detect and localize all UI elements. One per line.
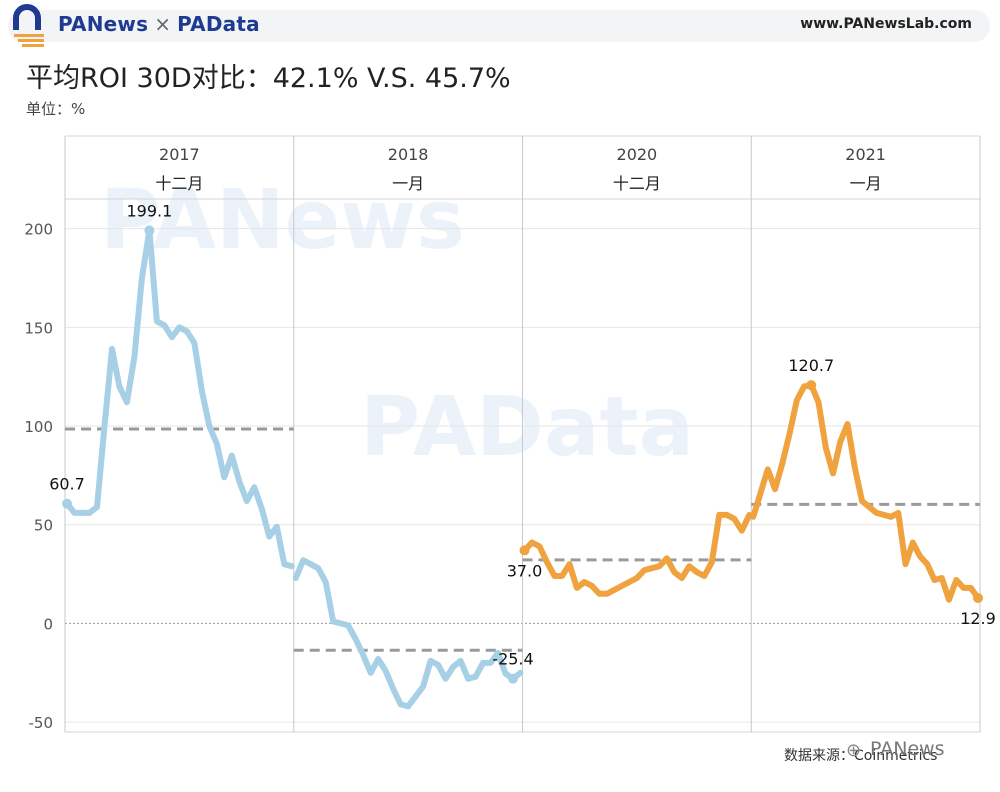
panews-logo-icon — [13, 4, 44, 47]
series-line — [521, 511, 753, 597]
data-label: 12.9 — [960, 609, 996, 628]
series-layer — [62, 225, 983, 710]
data-point-marker — [508, 673, 519, 684]
series-line — [292, 557, 524, 710]
brand-name: PANews × PAData — [58, 12, 260, 36]
y-tick-label: 0 — [43, 615, 53, 633]
grid-layer: -50 0 50 100 150 200 2017 十二月 2018 一月 2020 十二月 2021 一… — [24, 135, 981, 733]
data-label: 60.7 — [49, 475, 85, 494]
data-label: 120.7 — [788, 356, 834, 375]
panel-year-label: 2018 — [388, 145, 429, 164]
site-url: www.PANewsLab.com — [800, 16, 972, 32]
panel-year-label: 2021 — [845, 145, 886, 164]
panel-month-label: 十二月 — [155, 174, 203, 193]
brand-padata: PAData — [177, 12, 260, 36]
data-label: 37.0 — [507, 561, 543, 580]
panel-month-label: 一月 — [392, 174, 424, 193]
panel-year-label: 2017 — [159, 145, 200, 164]
wechat-watermark: PANews — [870, 738, 945, 760]
label-layer: 60.7 199.1 -25.4 37.0 120.7 12.9 — [49, 201, 996, 668]
watermark-padata: PAData — [360, 380, 694, 475]
chart-title: 平均ROI 30D对比：42.1% V.S. 45.7% — [26, 63, 511, 94]
data-point-marker — [973, 592, 983, 603]
header-bar: PANews × PAData www.PANewsLab.com — [0, 0, 1000, 50]
header-background — [8, 10, 990, 42]
watermark-layer: PANews PAData — [100, 173, 694, 475]
panel-month-label: 一月 — [850, 174, 882, 193]
panel-year-label: 2020 — [617, 145, 658, 164]
panel-month-label: 十二月 — [613, 174, 661, 193]
unit-label: 单位：% — [26, 100, 86, 118]
data-label: 199.1 — [127, 201, 173, 220]
source-note: 数据来源：Coinmetrics — [784, 748, 938, 764]
y-tick-label: -50 — [29, 714, 54, 732]
y-tick-label: 200 — [24, 221, 53, 239]
y-tick-label: 50 — [34, 517, 53, 535]
data-point-marker — [806, 380, 817, 391]
data-point-marker — [144, 225, 155, 236]
data-label: -25.4 — [492, 650, 533, 669]
brand-panews: PANews — [58, 12, 149, 36]
data-point-marker — [519, 545, 530, 556]
data-point-marker — [62, 498, 72, 509]
y-tick-label: 150 — [24, 319, 53, 337]
wechat-icon: ⊕ — [846, 740, 862, 761]
watermark-panews: PANews — [100, 173, 465, 268]
series-line — [64, 227, 295, 570]
y-tick-label: 100 — [24, 418, 53, 436]
brand-separator: × — [154, 12, 172, 36]
series-line — [750, 382, 981, 603]
